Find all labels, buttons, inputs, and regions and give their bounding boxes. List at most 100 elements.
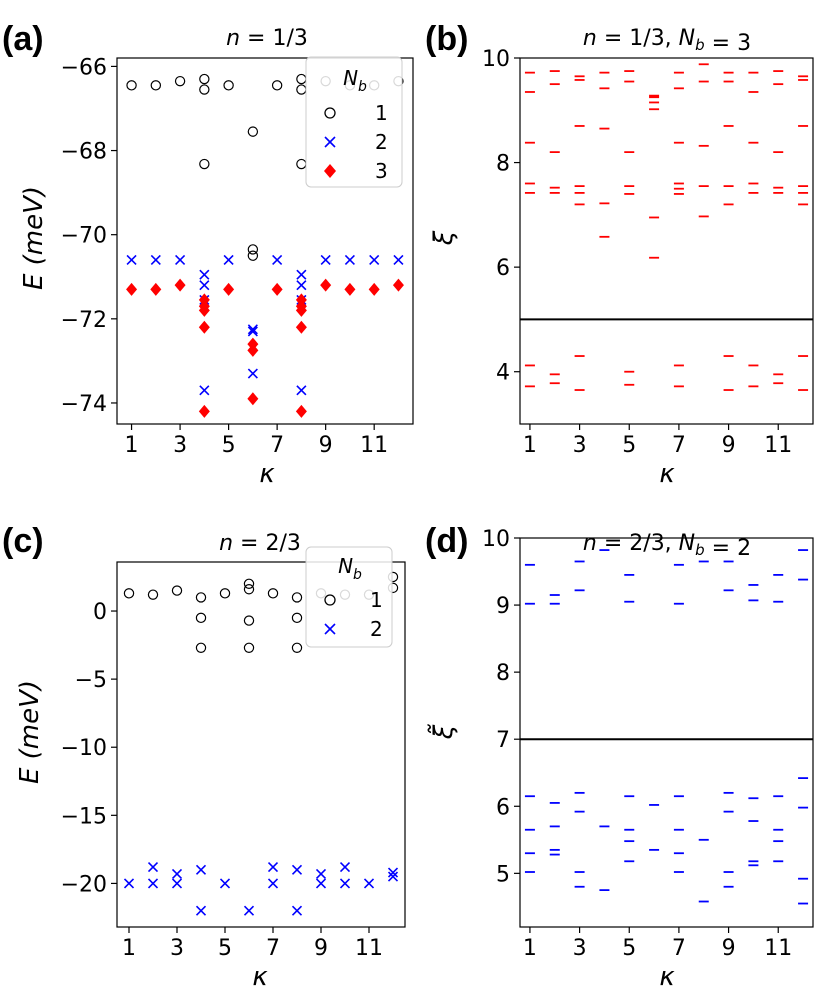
x-stroke — [123, 878, 135, 889]
data-point-x — [171, 868, 183, 879]
panel-c-plot-area: 1 3 5 7 9 11 0 −5 −10 −15 −20 — [61, 561, 406, 961]
panel-a-title: n = 1/3 — [226, 26, 308, 51]
x-tick-label: 11 — [764, 936, 792, 961]
data-point-x — [150, 254, 161, 265]
data-point-circle — [247, 126, 259, 137]
x-stroke — [296, 385, 307, 396]
panel-d: (d) n = 2/3, Nb = 2 1 3 5 7 9 11 5 6 7 8 9 10 κ ξ̃ — [425, 522, 814, 992]
x-stroke — [369, 254, 380, 265]
panel-a-legend: Nb 1 2 3 — [305, 56, 403, 188]
x-stroke — [247, 368, 258, 379]
data-point-diamond — [271, 282, 283, 296]
panel-c-title: n = 2/3 — [219, 531, 301, 556]
data-point-circle — [195, 612, 207, 624]
panel-b-xlabel: κ — [659, 459, 675, 489]
data-point-circle — [291, 642, 303, 654]
x-stroke — [243, 905, 255, 916]
x-stroke — [175, 254, 186, 265]
data-point-circle — [195, 592, 207, 603]
x-stroke — [296, 280, 307, 291]
data-point-diamond — [392, 278, 404, 292]
panel-a-legend-entry-2: 2 — [375, 130, 388, 154]
data-point-x — [171, 878, 183, 889]
x-tick-label: 1 — [523, 936, 537, 961]
y-tick-label: 6 — [496, 256, 510, 281]
data-point-circle — [296, 158, 307, 170]
x-tick-label: 7 — [266, 936, 280, 961]
data-point-x — [291, 905, 303, 916]
data-point-circle — [243, 578, 255, 589]
y-tick-label: 10 — [482, 47, 510, 72]
panel-b: (b) n = 1/3, Nb = 3 1 3 5 7 9 11 4 6 8 10 κ ξ — [425, 20, 814, 489]
x-stroke — [171, 878, 183, 889]
data-point-diamond — [174, 278, 186, 292]
x-stroke — [147, 878, 159, 889]
data-point-x — [291, 864, 303, 875]
data-point-circle — [150, 80, 162, 91]
x-stroke — [363, 878, 375, 889]
y-tick-label: −10 — [61, 736, 107, 761]
data-point-diamond — [368, 282, 380, 296]
x-stroke — [247, 326, 258, 337]
data-point-x — [267, 878, 279, 889]
panel-b-title: n = 1/3, Nb = 3 — [583, 26, 751, 56]
y-tick-label: −20 — [61, 872, 107, 897]
x-stroke — [267, 862, 279, 873]
x-stroke — [195, 864, 207, 875]
plot-frame — [519, 57, 814, 425]
data-point-circle — [199, 158, 210, 170]
data-point-circle — [247, 250, 259, 261]
x-tick-label: 11 — [360, 433, 388, 458]
data-point-circle — [271, 80, 283, 91]
y-tick-label: 4 — [496, 361, 510, 386]
data-point-diamond — [126, 282, 138, 296]
panel-a: (a) n = 1/3 1 3 5 7 9 11 −66 −68 −70 −72 −74 κ E (… — [2, 20, 414, 489]
data-point-circle — [243, 642, 255, 654]
y-tick-label: −68 — [61, 140, 107, 165]
data-point-x — [199, 280, 210, 291]
x-tick-label: 3 — [573, 433, 587, 458]
y-tick-label: −74 — [61, 392, 107, 417]
data-point-diamond — [223, 282, 235, 296]
data-point-circle — [291, 592, 303, 603]
panel-d-letter: (d) — [425, 522, 468, 560]
panel-a-legend-entry-3: 3 — [375, 159, 388, 183]
x-tick-label: 1 — [122, 936, 136, 961]
y-tick-label: 7 — [496, 728, 510, 753]
data-point-x — [315, 878, 327, 889]
data-point-x — [175, 254, 186, 265]
data-point-x — [339, 862, 351, 873]
data-point-diamond — [247, 343, 259, 357]
data-point-diamond — [295, 404, 307, 418]
data-point-x — [243, 905, 255, 916]
panel-c-letter: (c) — [2, 522, 44, 560]
x-stroke — [199, 280, 210, 291]
x-tick-label: 7 — [270, 433, 284, 458]
data-point-diamond — [295, 303, 307, 317]
x-stroke — [320, 254, 331, 265]
x-stroke — [267, 878, 279, 889]
data-point-x — [195, 905, 207, 916]
y-tick-label: 0 — [93, 600, 107, 625]
panel-c: (c) n = 2/3 1 3 5 7 9 11 0 −5 −10 −15 −20 κ E (meV… — [2, 522, 406, 992]
panel-c-ylabel: E (meV) — [15, 680, 45, 784]
data-point-diamond — [150, 282, 162, 296]
data-point-x — [247, 368, 258, 379]
panel-c-legend-entry-1: 1 — [370, 588, 383, 612]
data-point-circle — [199, 73, 210, 85]
data-point-circle — [199, 84, 210, 95]
data-point-x — [296, 269, 307, 280]
data-point-x — [267, 862, 279, 873]
x-stroke — [272, 254, 283, 265]
data-point-x — [195, 864, 207, 875]
y-tick-label: −66 — [61, 55, 107, 80]
data-point-x — [296, 385, 307, 396]
data-point-x — [272, 254, 283, 265]
data-point-x — [387, 867, 399, 878]
data-point-diamond — [320, 278, 332, 292]
y-tick-label: 8 — [496, 661, 510, 686]
x-stroke — [195, 905, 207, 916]
x-tick-label: 3 — [173, 433, 187, 458]
x-tick-label: 1 — [125, 433, 139, 458]
